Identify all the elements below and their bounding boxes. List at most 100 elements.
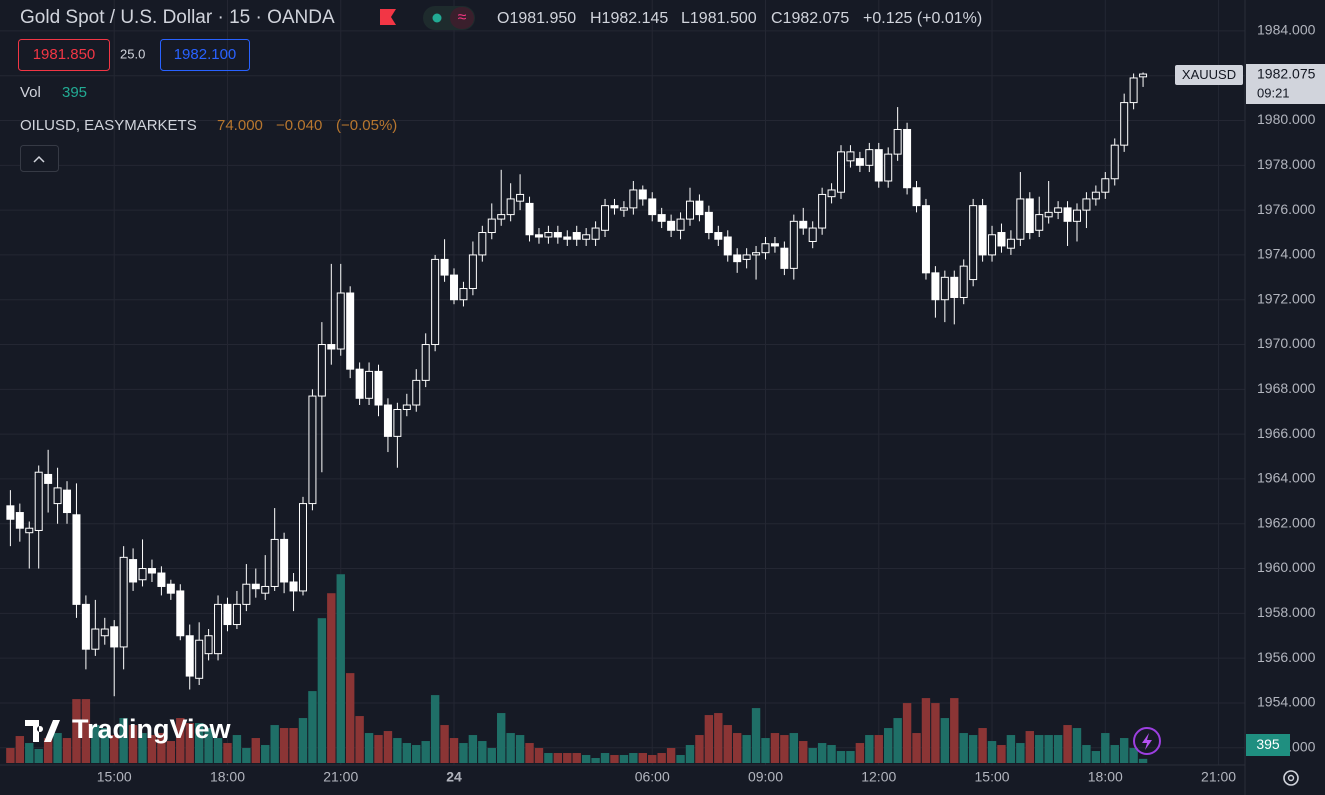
y-tick-label: 1984.000: [1257, 22, 1316, 38]
candle-body: [308, 395, 317, 505]
candle-body: [91, 628, 100, 650]
volume-bar: [166, 741, 176, 763]
volume-bar: [128, 725, 138, 763]
volume-bar: [600, 753, 610, 763]
candle-body: [1035, 214, 1044, 231]
settings-button[interactable]: [1283, 770, 1299, 786]
volume-bar: [931, 703, 940, 763]
candle-body: [53, 487, 62, 505]
volume-bar: [308, 691, 317, 763]
volume-bar: [912, 733, 921, 763]
candle-body: [572, 232, 581, 240]
price-pane: [6, 72, 1148, 697]
volume-bar: [968, 735, 978, 763]
flash-icon: [1142, 733, 1152, 750]
volume-bar: [799, 741, 808, 763]
volume-bar: [6, 748, 15, 763]
candle-body: [232, 603, 241, 626]
x-tick-label: 24: [446, 769, 462, 785]
volume-bar: [666, 748, 676, 763]
compare-symbol[interactable]: OILUSD, EASYMARKETS: [20, 117, 197, 134]
candle-body: [516, 193, 525, 202]
flag-icon[interactable]: [380, 9, 396, 25]
candle-body: [818, 193, 827, 229]
sell-button[interactable]: [18, 39, 110, 71]
candle-body: [733, 254, 742, 263]
candle-body: [525, 202, 534, 236]
candle-body: [15, 512, 24, 529]
candle-body: [1139, 73, 1148, 78]
candle-body: [544, 232, 553, 238]
candle-body: [346, 292, 355, 370]
compare-value: 74.000: [217, 117, 263, 134]
candle-body: [327, 344, 336, 350]
flash-button[interactable]: [1133, 727, 1161, 755]
legend-item: L1981.500: [681, 10, 757, 27]
candle-body: [280, 538, 289, 583]
volume-bar: [430, 695, 440, 763]
candle-body: [147, 568, 156, 574]
volume-bar: [81, 699, 91, 763]
volume-tag-text: 395: [1256, 736, 1280, 752]
candle-body: [940, 276, 949, 301]
volume-bar: [534, 748, 544, 763]
spread: 25.0: [120, 46, 145, 61]
candle-body: [204, 635, 213, 655]
candle-body: [44, 473, 53, 484]
volume-bar: [572, 753, 581, 763]
candle-body: [950, 276, 959, 298]
x-tick-label: 18:00: [1088, 769, 1123, 785]
brand-logo[interactable]: TradingView: [25, 714, 232, 744]
y-tick-label: 1974.000: [1257, 246, 1316, 262]
candle-body: [100, 628, 109, 637]
volume-bar: [553, 753, 563, 763]
volume-bar: [610, 755, 619, 763]
candle-body: [185, 635, 194, 677]
volume-bar: [1072, 728, 1082, 763]
candle-body: [676, 218, 685, 231]
candle-body: [988, 234, 997, 256]
buy-button[interactable]: [160, 39, 250, 71]
candle-body: [1054, 207, 1063, 213]
volume-bar: [817, 743, 827, 763]
candle-body: [912, 187, 921, 207]
candle-body: [6, 505, 15, 520]
buy-price[interactable]: 1982.100: [174, 46, 237, 63]
volume-bar: [657, 753, 666, 763]
candle-body: [289, 581, 298, 592]
candle-body: [969, 205, 978, 281]
candle-body: [761, 243, 770, 254]
volume-bar: [53, 733, 62, 763]
candle-body: [506, 198, 515, 216]
legend-item: C1982.075: [771, 10, 849, 27]
volume-bar: [468, 735, 478, 763]
volume-bar: [1110, 745, 1119, 763]
candle-body: [874, 149, 883, 182]
candle-body: [903, 128, 912, 189]
volume-bar: [808, 748, 817, 763]
volume-bar: [72, 699, 81, 763]
sell-price[interactable]: 1981.850: [33, 46, 96, 63]
candle-body: [1072, 209, 1081, 222]
volume-bar: [638, 753, 647, 763]
brand-icon: [25, 720, 60, 742]
candle-body: [402, 404, 411, 410]
volume-bar: [591, 758, 600, 763]
candle-body: [25, 527, 34, 534]
volume-bar: [440, 725, 449, 763]
y-tick-label: 1964.000: [1257, 470, 1316, 486]
volume-bar: [298, 718, 308, 763]
volume-bar: [1006, 735, 1016, 763]
ohlc-legend: O1981.950 H1982.145 L1981.500 C1982.075 +0.1…: [497, 10, 982, 27]
candle-body: [421, 344, 430, 381]
candle-body: [657, 214, 666, 222]
volume-pane: [6, 574, 1148, 763]
volume-bar: [581, 755, 591, 763]
candle-body: [704, 211, 713, 234]
x-tick-label: 15:00: [97, 769, 132, 785]
volume-bar: [865, 735, 874, 763]
compare-value: −0.040: [276, 117, 322, 134]
